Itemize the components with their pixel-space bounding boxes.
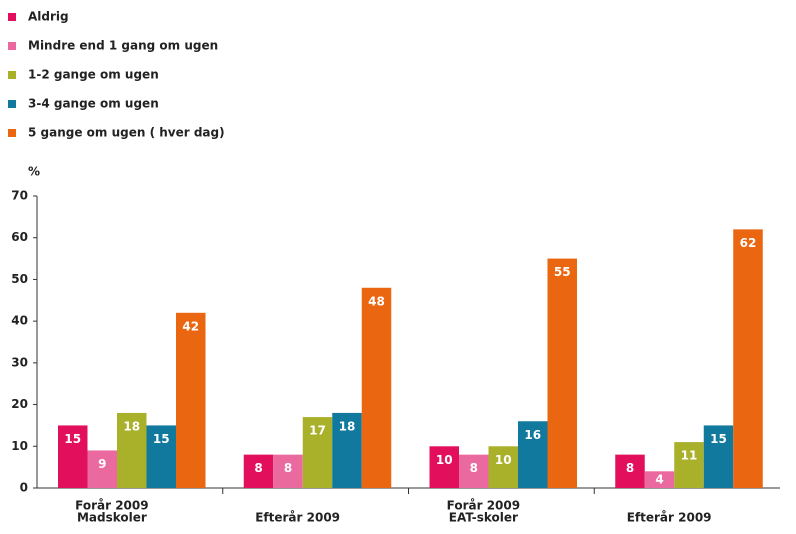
bar [176,312,206,488]
x-tick-label: Madskoler [77,511,147,525]
bar [117,412,147,488]
data-label: 42 [182,319,199,333]
data-label: 15 [710,432,727,446]
x-tick-label: Forår 2009 [75,499,148,513]
data-label: 17 [309,424,326,438]
bar [644,471,675,488]
bar [674,442,704,488]
data-label: 48 [368,294,385,308]
data-label: 15 [153,432,170,446]
bar [429,446,459,488]
legend-swatch [8,71,16,79]
y-axis-label: % [28,165,40,179]
x-tick-label: EAT-skoler [449,511,518,525]
data-label: 8 [470,461,478,475]
y-tick-label: 60 [11,230,28,244]
legend-swatch [8,42,16,50]
bar [547,258,577,488]
y-tick-label: 0 [20,481,28,495]
y-tick-label: 40 [11,314,28,328]
x-tick-label: Efterår 2009 [255,511,340,525]
data-label: 11 [681,449,698,463]
legend-label: 3-4 gange om ugen [28,97,159,111]
bar [243,454,274,488]
bar [58,425,88,488]
data-label: 62 [740,236,757,250]
data-label: 8 [284,461,292,475]
x-tick-label: Forår 2009 [447,499,520,513]
bar [87,450,117,488]
bar [361,287,392,488]
data-label: 16 [524,428,541,442]
legend-label: 5 gange om ugen ( hver dag) [28,126,225,140]
legend-swatch [8,129,16,137]
data-label: 10 [436,453,453,467]
bar [146,425,176,488]
data-label: 18 [123,419,140,433]
legend-label: 1-2 gange om ugen [28,68,159,82]
legend-swatch [8,100,16,108]
data-label: 18 [339,419,356,433]
data-label: 55 [554,265,571,279]
data-label: 10 [495,453,512,467]
y-tick-label: 50 [11,272,28,286]
bar [488,446,518,488]
data-label: 15 [64,432,81,446]
data-label: 8 [254,461,262,475]
bar [332,412,362,488]
bar [703,425,734,488]
bar [733,229,763,488]
y-tick-label: 30 [11,355,28,369]
data-label: 9 [98,457,106,471]
bar [459,454,489,488]
y-tick-label: 70 [11,189,28,203]
bar [518,421,548,488]
legend-label: Mindre end 1 gang om ugen [28,39,218,53]
bar [273,454,303,488]
legend-swatch [8,13,16,21]
legend-label: Aldrig [28,10,69,24]
bar [302,417,333,488]
y-tick-label: 10 [11,439,28,453]
data-label: 4 [655,473,663,487]
y-tick-label: 20 [11,397,28,411]
bar [615,454,645,488]
data-label: 8 [626,461,634,475]
x-tick-label: Efterår 2009 [627,511,712,525]
